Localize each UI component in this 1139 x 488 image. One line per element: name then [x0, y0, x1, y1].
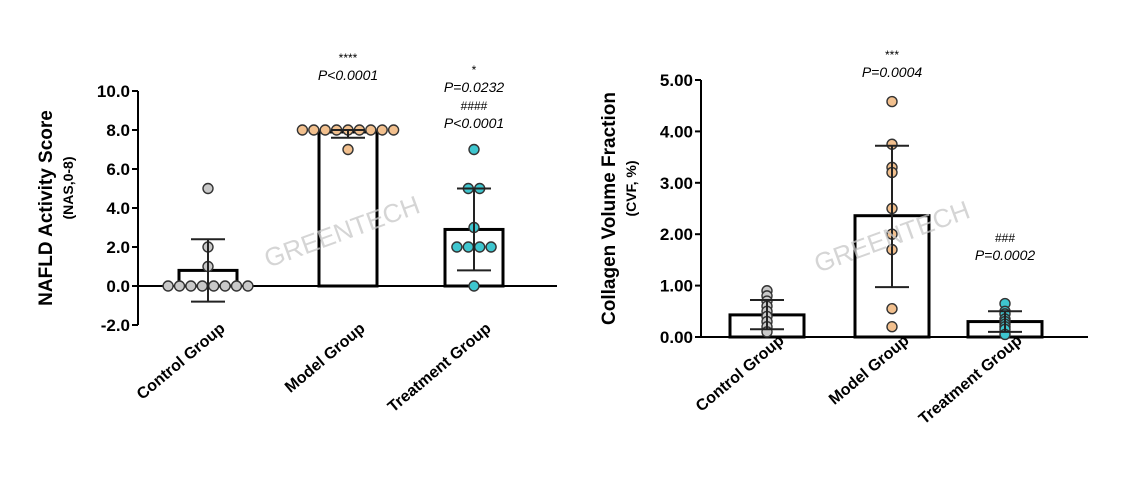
- significance-marker: ####: [461, 99, 488, 113]
- chart-2: 0.00 1.00 2.00 3.00 4.00 5.00 Collagen Volume …: [599, 48, 1088, 428]
- data-point: [319, 124, 331, 136]
- y-axis-label: NAFLD Activity Score: [36, 110, 57, 306]
- y-tick-label: -2.0: [101, 316, 130, 335]
- y-tick-label: 3.00: [660, 174, 693, 193]
- p-value-label: P=0.0232: [444, 79, 505, 95]
- data-point: [886, 321, 898, 333]
- category-label: Model Group: [826, 332, 913, 409]
- data-point: [451, 241, 463, 253]
- data-point: [886, 95, 898, 108]
- significance-marker: *: [472, 63, 477, 77]
- data-point: [474, 241, 486, 253]
- category-label: Control Group: [134, 320, 229, 403]
- data-point: [207, 280, 220, 292]
- data-point: [365, 124, 377, 136]
- data-point: [485, 241, 497, 253]
- y-tick-label: 5.00: [660, 71, 693, 90]
- category-label: Control Group: [693, 332, 788, 415]
- data-point: [376, 124, 388, 136]
- y-tick-label: 1.00: [660, 277, 693, 296]
- data-point: [387, 124, 400, 136]
- y-tick-label: 2.00: [660, 225, 693, 244]
- y-tick-label: 4.0: [106, 199, 130, 218]
- y-tick-label: 6.0: [106, 160, 130, 179]
- y-axis-label: Collagen Volume Fraction: [599, 92, 620, 325]
- category-label: Treatment Group: [916, 332, 1026, 428]
- data-point: [468, 143, 480, 156]
- y-tick-label: 4.00: [660, 122, 693, 141]
- y-axis-sublabel: (CVF, %): [623, 161, 639, 217]
- chart-1: -2.0 0.0 2.0 4.0 6.0 8.0 10.0 NAFLD Activity Sc…: [36, 51, 557, 416]
- data-point: [196, 280, 209, 292]
- significance-marker: ****: [339, 51, 358, 65]
- category-label: Model Group: [282, 320, 369, 397]
- data-point: [308, 124, 320, 136]
- data-point: [202, 182, 214, 195]
- p-value-label: P=0.0004: [862, 64, 923, 80]
- p-value-label: P<0.0001: [444, 115, 504, 131]
- significance-marker: ***: [885, 48, 899, 62]
- y-tick-label: 10.0: [97, 82, 130, 101]
- y-tick-label: 0.0: [106, 277, 130, 296]
- data-point: [230, 280, 243, 292]
- category-label: Treatment Group: [385, 320, 495, 416]
- y-tick-label: 0.00: [660, 328, 693, 347]
- data-point: [185, 280, 197, 292]
- data-point: [468, 280, 480, 292]
- y-tick-label: 2.0: [106, 238, 130, 257]
- p-value-label: P<0.0001: [318, 67, 378, 83]
- p-value-label: P=0.0002: [975, 247, 1036, 263]
- data-point: [173, 280, 186, 292]
- data-point: [342, 143, 354, 156]
- y-tick-label: 8.0: [106, 121, 130, 140]
- data-point: [296, 124, 309, 136]
- data-point: [219, 280, 231, 292]
- y-axis-sublabel: (NAS,0-8): [60, 156, 76, 219]
- data-point: [162, 280, 174, 292]
- data-point: [886, 303, 898, 315]
- data-point: [242, 280, 254, 292]
- significance-marker: ###: [995, 231, 1015, 245]
- data-point: [462, 241, 474, 253]
